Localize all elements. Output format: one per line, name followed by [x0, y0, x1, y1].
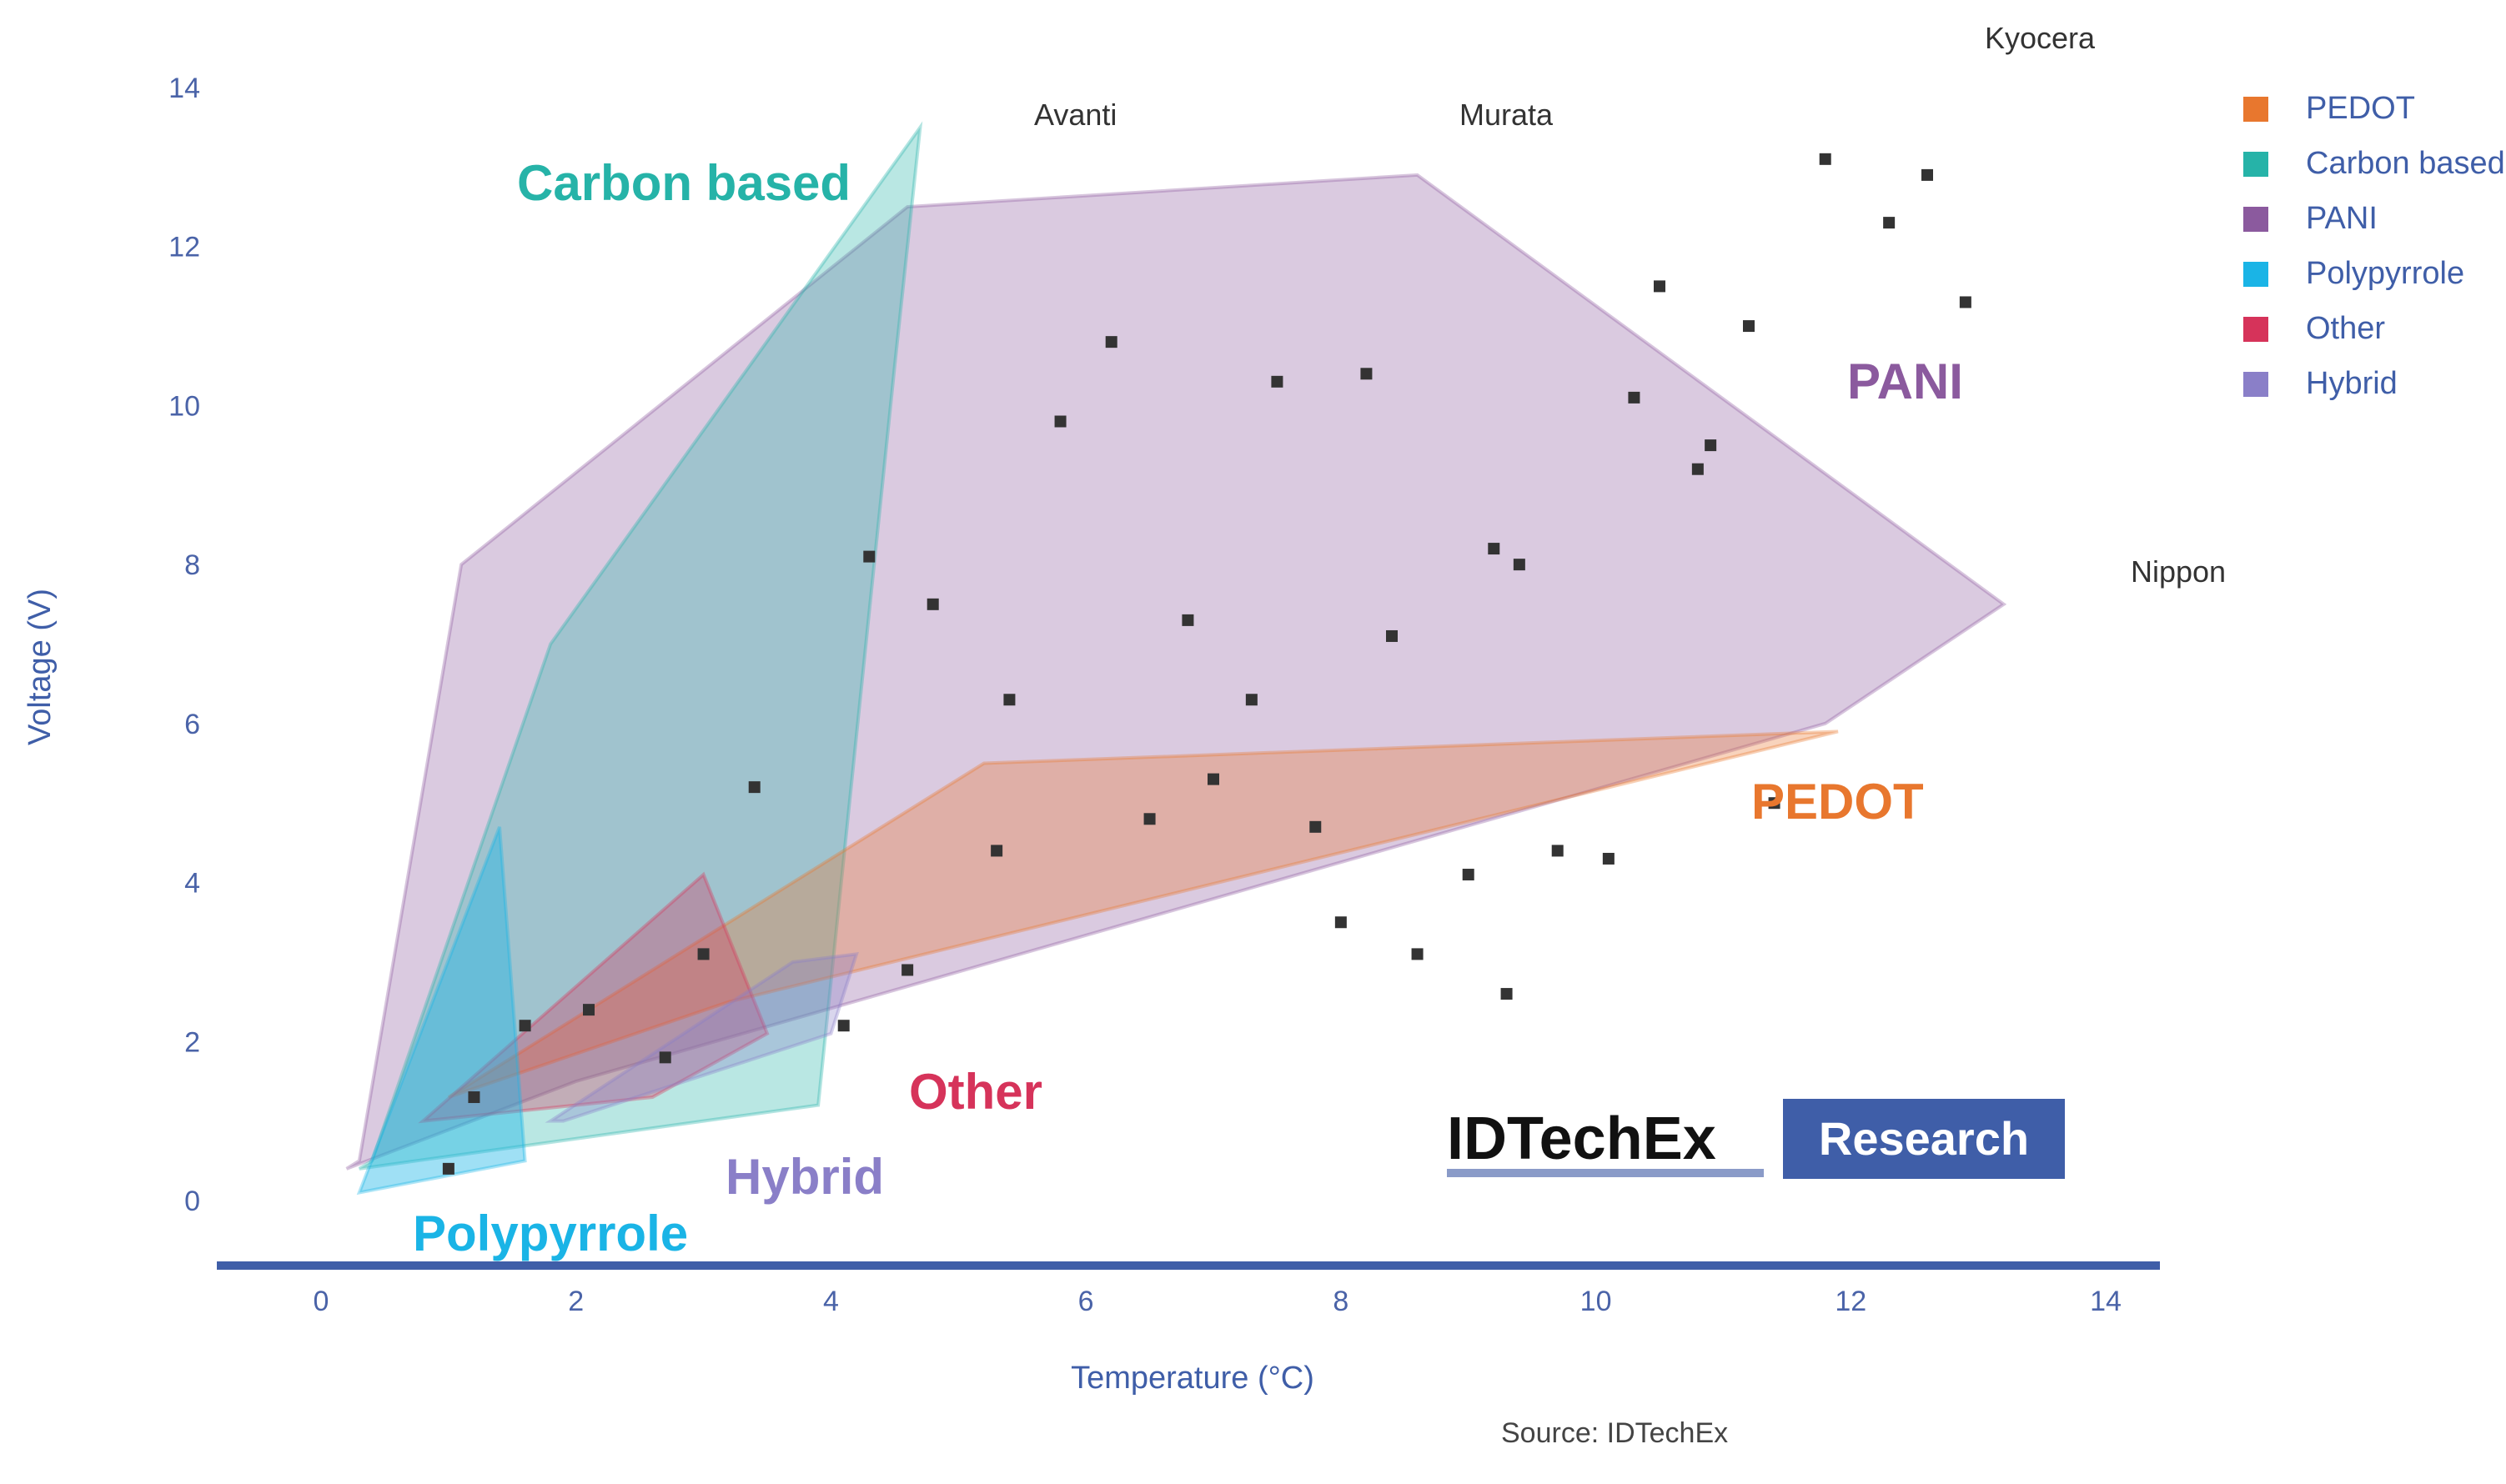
logo-badge-box [1783, 1099, 2065, 1179]
data-point [583, 1004, 595, 1016]
legend-swatch [2243, 152, 2268, 177]
data-point [1551, 845, 1564, 857]
y-tick-label: 4 [184, 868, 200, 900]
data-point [1386, 629, 1398, 642]
data-point [1411, 948, 1424, 960]
series-pedot [447, 729, 1839, 1099]
data-point [1488, 543, 1500, 555]
data-point [697, 948, 710, 960]
data-point [863, 550, 876, 563]
data-point [1654, 280, 1665, 293]
x-tick-label: 14 [2090, 1286, 2122, 1317]
series-carbon-based [358, 121, 923, 1171]
y-tick-label: 14 [168, 73, 200, 104]
data-point [1271, 375, 1283, 388]
series-hybrid [545, 952, 859, 1123]
data-point [1054, 415, 1067, 428]
legend-swatch [2243, 372, 2268, 397]
note-right-mid: Nippon [2131, 554, 2226, 589]
data-point [837, 1020, 850, 1032]
note-top-mid: Murata [1459, 98, 1554, 132]
source-note: Source: IDTechEx [1501, 1417, 1728, 1449]
legend-swatch [2243, 97, 2268, 122]
label-carbon-based: Carbon based [517, 155, 851, 211]
x-tick-label: 6 [1078, 1286, 1094, 1317]
x-tick-label: 0 [314, 1286, 329, 1317]
data-point [1602, 852, 1615, 865]
data-point [1143, 813, 1156, 825]
y-axis-title: Voltage (V) [23, 589, 58, 745]
x-tick-label: 4 [823, 1286, 839, 1317]
data-points [442, 153, 1971, 1175]
data-point [1105, 336, 1117, 348]
series-other [418, 871, 770, 1124]
data-point [901, 964, 914, 976]
data-point [468, 1091, 480, 1104]
legend-label: Polypyrrole [2306, 256, 2464, 291]
x-axis-title: Temperature (°C) [1071, 1361, 1314, 1396]
legend-swatch [2243, 317, 2268, 342]
note-top-right: Kyocera [1985, 21, 2096, 55]
data-point [927, 598, 939, 610]
data-point [1819, 153, 1831, 165]
legend-label: Carbon based [2306, 146, 2505, 181]
note-top-left: Avanti [1034, 98, 1117, 132]
y-axis-ticks: 0 2 4 6 8 10 12 14 [168, 73, 200, 1217]
data-point [1500, 988, 1513, 1000]
data-point [1768, 797, 1780, 810]
data-point [1208, 773, 1219, 785]
logo-badge-text: Research [1819, 1112, 2029, 1165]
legend-label: PEDOT [2306, 91, 2415, 126]
y-tick-label: 8 [184, 549, 200, 581]
data-point [1959, 296, 1971, 308]
legend-label: PANI [2306, 201, 2378, 236]
label-pedot: PEDOT [1751, 774, 1924, 830]
label-polypyrrole: Polypyrrole [413, 1206, 688, 1261]
data-point [1921, 168, 1933, 181]
data-point [1003, 694, 1016, 706]
data-point [1462, 869, 1474, 881]
logo: IDTechEx Research [1447, 1099, 2065, 1179]
legend-label: Hybrid [2306, 366, 2398, 401]
legend-swatch [2243, 262, 2268, 287]
data-point [1513, 559, 1525, 571]
data-point [748, 781, 761, 794]
data-point [1334, 916, 1347, 929]
data-point [1743, 320, 1755, 333]
data-point [1628, 391, 1640, 404]
legend-swatch [2243, 207, 2268, 232]
x-tick-label: 10 [1580, 1286, 1612, 1317]
data-point [1705, 439, 1717, 452]
group-polygons [345, 121, 2007, 1196]
series-pani [345, 173, 2007, 1171]
label-other: Other [909, 1064, 1042, 1120]
y-tick-label: 12 [168, 232, 200, 263]
x-axis-ticks: 0 2 4 6 8 10 12 14 [314, 1286, 2122, 1317]
logo-brand: IDTechEx [1447, 1105, 1716, 1172]
logo-underline [1447, 1169, 1764, 1177]
data-point [1360, 368, 1373, 380]
data-point [991, 845, 1003, 857]
data-point [1245, 694, 1258, 706]
series-polypyrrole [356, 826, 527, 1196]
data-point [1691, 463, 1704, 475]
legend-label: Other [2306, 311, 2385, 346]
label-pani: PANI [1847, 353, 1963, 409]
data-point [659, 1051, 671, 1064]
x-tick-label: 12 [1835, 1286, 1866, 1317]
data-point [519, 1020, 531, 1032]
y-tick-label: 10 [168, 390, 200, 422]
legend: PEDOT Carbon based PANI Polypyrrole Other Hyb… [2243, 91, 2505, 401]
data-point [1309, 820, 1322, 833]
data-point [1182, 614, 1194, 626]
y-tick-label: 6 [184, 709, 200, 740]
label-hybrid: Hybrid [726, 1149, 884, 1205]
data-point [1883, 217, 1896, 229]
x-tick-label: 8 [1333, 1286, 1348, 1317]
x-tick-label: 2 [568, 1286, 584, 1317]
y-tick-label: 2 [184, 1026, 200, 1058]
y-tick-label: 0 [184, 1186, 200, 1217]
data-point [442, 1162, 454, 1175]
